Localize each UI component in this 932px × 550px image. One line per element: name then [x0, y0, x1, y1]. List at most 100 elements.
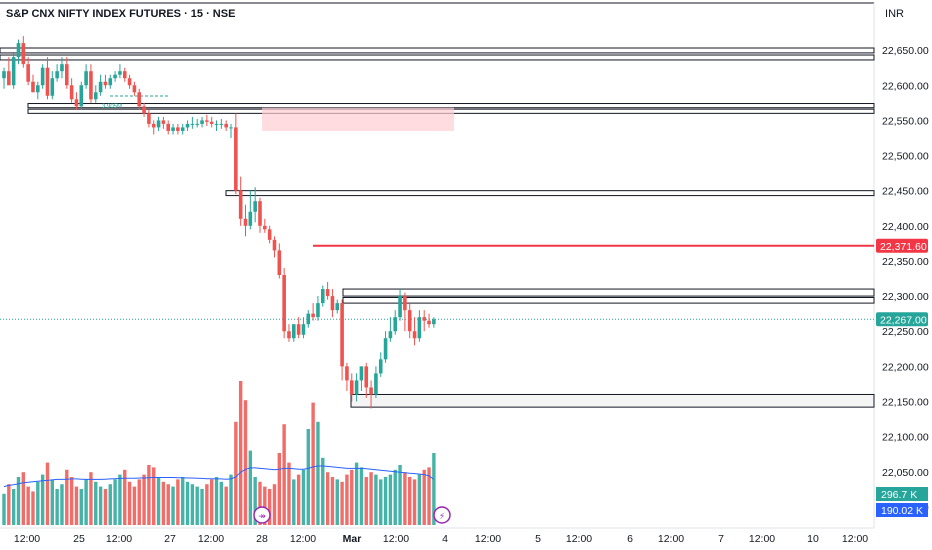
volume-bar — [195, 486, 199, 525]
candles — [2, 36, 436, 409]
candle — [31, 74, 35, 93]
volume-bar — [147, 465, 151, 525]
candle-body — [55, 71, 59, 79]
candle-body — [108, 78, 113, 86]
candle — [427, 313, 431, 328]
resistance-price-tag-text: 22,371.60 — [880, 241, 927, 253]
volume-tag-bg — [876, 487, 928, 501]
volume-bar — [40, 474, 45, 525]
candle — [248, 190, 253, 230]
candle-body — [320, 289, 325, 304]
candle-body — [335, 303, 340, 311]
candle — [93, 85, 98, 103]
event-badge[interactable]: ↠ — [253, 506, 271, 524]
x-tick-label: 28 — [256, 533, 268, 545]
candle-body — [195, 123, 199, 125]
x-tick-label: 6 — [627, 533, 633, 545]
candle — [108, 74, 113, 89]
zone-box[interactable] — [350, 393, 875, 408]
volume-bar — [292, 479, 296, 525]
candle-body — [407, 310, 412, 332]
candle — [26, 57, 30, 86]
candle-body — [11, 57, 16, 86]
candle-body — [258, 201, 262, 226]
candle — [127, 74, 132, 89]
candle-body — [64, 64, 69, 86]
candle — [238, 176, 243, 226]
volume-bar — [45, 462, 50, 525]
volume-bar — [277, 453, 282, 525]
horizontal-zones[interactable]: 3.905M — [0, 47, 875, 408]
candle-body — [84, 71, 88, 86]
supply-zone[interactable] — [262, 107, 454, 131]
candle-body — [60, 64, 64, 72]
zone-box[interactable] — [27, 103, 875, 109]
volume-bar — [311, 402, 315, 525]
volume-bar — [403, 472, 407, 525]
candle — [64, 57, 69, 89]
zone-box[interactable] — [342, 288, 875, 297]
candle-body — [185, 123, 190, 128]
candle-body — [267, 229, 272, 240]
candle — [403, 292, 407, 332]
candle-body — [205, 120, 209, 122]
candle — [16, 39, 21, 65]
candle-body — [209, 121, 214, 124]
candle-body — [340, 303, 344, 367]
chart-title: S&P CNX NIFTY INDEX FUTURES · 15 · NSE — [6, 8, 236, 20]
candle — [354, 373, 359, 402]
volume-bar — [350, 469, 354, 525]
volume-bar — [84, 479, 88, 525]
candle-body — [161, 120, 166, 124]
volume-bar — [65, 469, 69, 525]
candle-body — [306, 313, 311, 325]
zone-box[interactable] — [225, 190, 875, 197]
candle — [369, 380, 373, 409]
candle-body — [142, 106, 146, 114]
candle-body — [2, 71, 6, 79]
zone-box[interactable] — [0, 54, 875, 61]
y-tick-label: 22,100.00 — [882, 432, 929, 444]
candle-body — [118, 71, 122, 75]
volume-bars — [2, 381, 436, 525]
volume-bar — [340, 481, 344, 525]
candle-body — [180, 127, 185, 131]
candle — [417, 310, 422, 342]
volume-bar — [152, 467, 156, 525]
candle — [156, 116, 161, 131]
candle-body — [190, 123, 195, 125]
candle — [84, 64, 88, 89]
candle — [267, 225, 272, 244]
candle — [180, 123, 185, 135]
volume-bar — [123, 469, 127, 525]
candle — [7, 57, 11, 86]
candle-body — [296, 324, 301, 335]
volume-bar — [50, 479, 54, 525]
volume-bar — [36, 481, 40, 525]
candle — [36, 81, 40, 100]
volume-bar — [345, 474, 349, 525]
volume-bar — [21, 472, 26, 525]
x-tick-label: 12:00 — [566, 533, 592, 545]
candle-body — [89, 71, 93, 100]
candle — [335, 299, 340, 314]
event-icon: ⚡ — [439, 512, 445, 522]
zone-box[interactable] — [342, 296, 875, 304]
candle — [171, 123, 175, 135]
candle-body — [301, 324, 306, 335]
candle-body — [122, 71, 127, 79]
event-badge-circle[interactable] — [253, 506, 271, 524]
volume-bar — [181, 477, 185, 525]
candle-body — [31, 81, 35, 93]
zone-box[interactable] — [0, 47, 875, 54]
candle-body — [171, 127, 175, 131]
x-tick-label: 25 — [73, 533, 85, 545]
volume-bar — [248, 450, 253, 525]
candle-body — [253, 201, 257, 212]
event-badge-circle[interactable] — [433, 506, 451, 524]
candle-body — [369, 387, 373, 395]
candle-body — [243, 218, 248, 226]
candle-body — [176, 127, 180, 131]
event-badge[interactable]: ⚡ — [433, 506, 451, 524]
